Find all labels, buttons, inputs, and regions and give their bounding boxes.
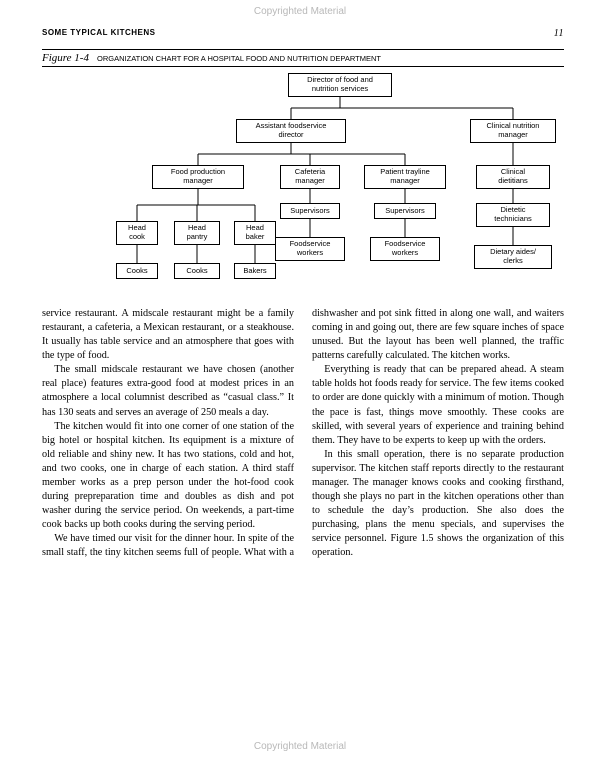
paragraph: In this small operation, there is no sep…	[312, 448, 564, 561]
org-node-fsw2: Foodserviceworkers	[370, 237, 440, 261]
org-node-sup2: Supervisors	[374, 203, 436, 219]
org-node-patmgr: Patient traylinemanager	[364, 165, 446, 189]
paragraph: service restaurant. A midscale restauran…	[42, 307, 294, 363]
figure-label: Figure 1-4	[42, 52, 89, 64]
page-content: SOME TYPICAL KITCHENS 11 Figure 1-4 ORGA…	[0, 0, 600, 588]
paragraph: The small midscale restaurant we have ch…	[42, 363, 294, 419]
org-node-headcook: Headcook	[116, 221, 158, 245]
org-node-director: Director of food andnutrition services	[288, 73, 392, 97]
figure-caption: Figure 1-4 ORGANIZATION CHART FOR A HOSP…	[42, 49, 564, 67]
org-node-headbaker: Headbaker	[234, 221, 276, 245]
org-node-cooks1: Cooks	[116, 263, 158, 279]
watermark-bottom: Copyrighted Material	[254, 741, 346, 752]
org-node-clinnutmgr: Clinical nutritionmanager	[470, 119, 556, 143]
org-chart: Director of food andnutrition services As…	[116, 73, 564, 293]
org-node-cafemgr: Cafeteriamanager	[280, 165, 340, 189]
paragraph: The kitchen would fit into one corner of…	[42, 420, 294, 533]
org-node-sup1: Supervisors	[280, 203, 340, 219]
org-node-clindiet: Clinicaldietitians	[476, 165, 550, 189]
page-number: 11	[554, 28, 564, 39]
org-node-fsw1: Foodserviceworkers	[275, 237, 345, 261]
page-header: SOME TYPICAL KITCHENS 11	[42, 28, 564, 39]
org-node-aides: Dietary aides/clerks	[474, 245, 552, 269]
figure-title: ORGANIZATION CHART FOR A HOSPITAL FOOD A…	[97, 54, 381, 63]
section-title: SOME TYPICAL KITCHENS	[42, 28, 155, 39]
watermark-top: Copyrighted Material	[254, 6, 346, 17]
org-node-foodprod: Food productionmanager	[152, 165, 244, 189]
paragraph: Everything is ready that can be prepared…	[312, 363, 564, 447]
org-node-cooks2: Cooks	[174, 263, 220, 279]
org-node-diettech: Dietetictechnicians	[476, 203, 550, 227]
org-node-bakers: Bakers	[234, 263, 276, 279]
org-node-assistant: Assistant foodservicedirector	[236, 119, 346, 143]
org-node-headpantry: Headpantry	[174, 221, 220, 245]
body-text: service restaurant. A midscale restauran…	[42, 307, 564, 560]
